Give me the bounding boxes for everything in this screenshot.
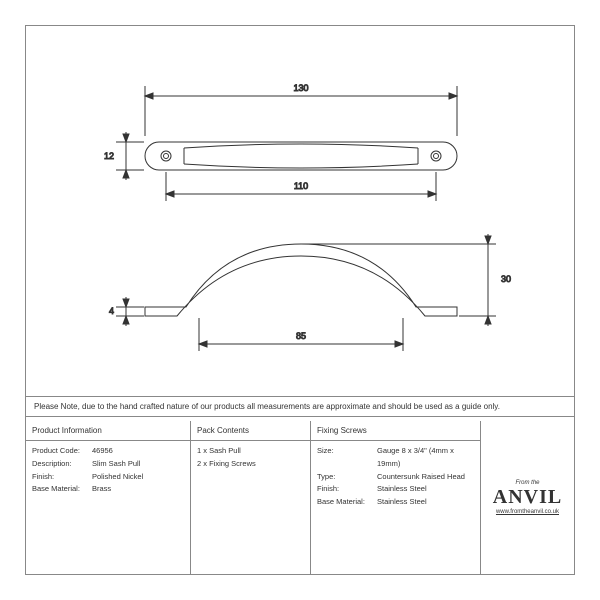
note-text: Please Note, due to the hand crafted nat… [34,402,500,411]
table-row: Finish:Stainless Steel [317,483,474,496]
table-row: Description:Slim Sash Pull [32,458,184,471]
table-row: Size:Gauge 8 x 3/4" (4mm x 19mm) [317,445,474,471]
list-item: 1 x Sash Pull [197,445,304,458]
table-row: Base Material:Brass [32,483,184,496]
technical-drawing: 130 12 [26,26,574,396]
dim-110: 110 [294,181,308,191]
drawing-canvas: 130 12 [25,25,575,575]
fixing-screws-header: Fixing Screws [311,421,480,441]
pack-contents-column: Pack Contents 1 x Sash Pull 2 x Fixing S… [191,421,311,574]
pack-contents-body: 1 x Sash Pull 2 x Fixing Screws [191,441,310,574]
table-row: Finish:Polished Nickel [32,471,184,484]
table-row: Type:Countersunk Raised Head [317,471,474,484]
dim-130: 130 [293,83,308,93]
table-row: Product Code:46956 [32,445,184,458]
logo-url: www.fromtheanvil.co.uk [493,509,562,515]
product-info-header: Product Information [26,421,190,441]
dim-4: 4 [109,306,114,316]
product-info-body: Product Code:46956 Description:Slim Sash… [26,441,190,574]
info-table: Product Information Product Code:46956 D… [26,421,574,574]
disclaimer-note: Please Note, due to the hand crafted nat… [26,396,574,417]
logo-text: ANVIL [493,486,562,509]
fixing-screws-column: Fixing Screws Size:Gauge 8 x 3/4" (4mm x… [311,421,481,574]
dim-85: 85 [296,331,306,341]
brand-logo: From the ANVIL www.fromtheanvil.co.uk [493,480,562,515]
table-row: Base Material:Stainless Steel [317,496,474,509]
dim-30: 30 [501,274,511,284]
dim-12: 12 [104,151,114,161]
logo-column: From the ANVIL www.fromtheanvil.co.uk [481,421,574,574]
list-item: 2 x Fixing Screws [197,458,304,471]
product-info-column: Product Information Product Code:46956 D… [26,421,191,574]
pack-contents-header: Pack Contents [191,421,310,441]
fixing-screws-body: Size:Gauge 8 x 3/4" (4mm x 19mm) Type:Co… [311,441,480,574]
